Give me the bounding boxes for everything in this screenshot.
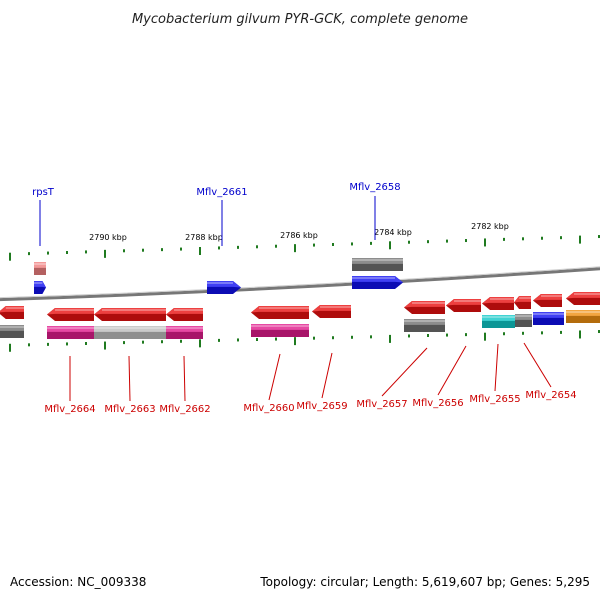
gene-labels: rpsT Mflv_2661 Mflv_2658 Mflv_2664 Mflv_2663… [32,182,577,415]
gene-label-top: rpsT [32,187,55,198]
kbp-label: 2784 kbp [374,228,412,237]
gene-mflv-2664 [47,308,94,321]
gene-label-bottom: Mflv_2656 [412,398,463,409]
gene-mflv-2655b-product [515,314,532,327]
gene-mflv-2657 [404,301,445,314]
label-leader-lines [39,196,552,402]
kbp-label: 2782 kbp [471,222,509,231]
genome-backbone-highlight [0,266,600,299]
gene-mflv-2661 [207,281,241,294]
map-title: Mycobacterium gilvum PYR-GCK, complete g… [132,12,468,27]
accession-text: Accession: NC_009338 [10,575,146,589]
gene-label-bottom: Mflv_2657 [356,399,407,410]
genes [0,258,600,339]
gene-mflv-2655 [482,297,514,310]
gene-mflv-2654 [533,294,562,307]
label-leader-line [437,345,467,396]
gene-left-edge-product [0,325,24,338]
gene-mflv-2660 [251,306,309,319]
topology-text: Topology: circular; Length: 5,619,607 bp… [259,575,590,589]
gene-mflv-2655-product [482,315,515,328]
tick-marks-top [9,235,600,261]
genome-backbone [0,267,600,302]
label-leader-line [268,353,281,401]
label-leader-line [494,343,499,392]
gene-label-bottom: Mflv_2662 [159,404,210,415]
gene-label-bottom: Mflv_2655 [469,394,520,405]
label-leader-line [128,355,131,402]
gene-mflv-2659 [312,305,351,318]
gene-mflv-2662-product [166,326,203,339]
kbp-label: 2790 kbp [89,233,127,242]
label-leader-line [523,342,552,388]
tick-marks-bottom [9,330,600,352]
gene-label-top: Mflv_2658 [349,182,400,193]
gene-mflv-2658-product [352,258,403,271]
gene-mflv-2660-product [251,324,309,337]
gene-left-edge [0,306,25,319]
gene-mflv-2663-product [94,326,166,339]
gene-label-bottom: Mflv_2659 [296,401,347,412]
gene-rpsT [34,281,46,294]
gene-label-bottom: Mflv_2660 [243,403,294,414]
gene-mflv-2663 [94,308,166,321]
gene-mflv-2656 [446,299,481,312]
label-leader-line [321,352,333,399]
gene-label-bottom: Mflv_2663 [104,404,155,415]
gene-rpsT-rna [34,262,46,275]
gene-mflv-2658 [352,276,403,289]
gene-mflv-2662 [166,308,203,321]
gene-mflv-2655b [514,296,531,309]
gene-label-bottom: Mflv_2654 [525,390,576,401]
label-leader-line [381,347,428,397]
gene-right-edge [566,292,600,305]
gene-label-bottom: Mflv_2664 [44,404,95,415]
gene-mflv-2664-product [47,326,94,339]
gene-right-edge-product [566,310,600,323]
kbp-labels: 2790 kbp 2788 kbp 2786 kbp 2784 kbp 2782 kbp [89,222,509,242]
kbp-label: 2786 kbp [280,231,318,240]
gene-mflv-2657-product [404,319,445,332]
gene-label-top: Mflv_2661 [196,187,247,198]
kbp-label: 2788 kbp [185,233,223,242]
gene-mflv-2654-product [533,312,564,325]
label-leader-line [183,355,186,402]
